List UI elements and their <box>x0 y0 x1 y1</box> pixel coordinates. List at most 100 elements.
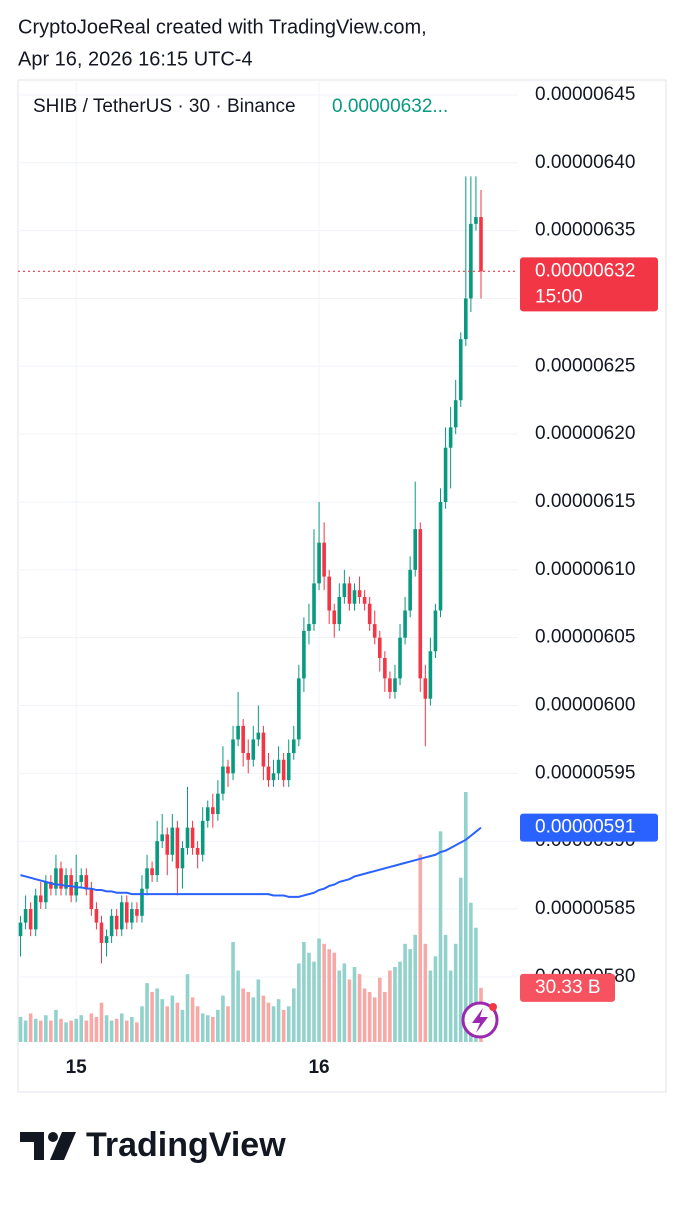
volume-bar <box>205 1015 210 1042</box>
volume-bar <box>418 854 423 1042</box>
candle-body <box>114 915 119 930</box>
candle-body <box>124 902 129 923</box>
candle-body <box>286 752 291 781</box>
candle-body <box>180 847 185 869</box>
volume-bar <box>332 952 337 1042</box>
candle-body <box>135 909 139 916</box>
candle-body <box>261 732 266 767</box>
volume-bar <box>64 1022 68 1042</box>
volume-bar <box>130 1017 134 1042</box>
candle-layer <box>18 176 483 964</box>
y-tick-label: 0.00000620 <box>535 423 635 444</box>
volume-bar <box>44 1015 48 1042</box>
candle-body <box>94 909 99 923</box>
brand-name: TradingView <box>86 1126 286 1164</box>
volume-bar <box>322 943 326 1042</box>
header-line: Apr 16, 2026 16:15 UTC-4 <box>18 48 253 70</box>
candle-body <box>423 678 428 699</box>
volume-bar <box>302 942 306 1042</box>
candle-body <box>79 875 84 882</box>
volume-bar <box>297 963 301 1042</box>
volume-bar <box>458 877 463 1042</box>
candle-body <box>317 542 321 584</box>
candle-body <box>150 868 154 876</box>
candle-body <box>393 678 397 692</box>
candle-body <box>18 922 23 937</box>
volume-bar <box>433 956 438 1042</box>
overlay-layer: 0.00000632 15:00 0.00000591 30.33 B <box>18 257 658 1002</box>
candle-body <box>251 739 256 760</box>
candle-body <box>448 427 453 448</box>
volume-bar <box>474 927 478 1042</box>
volume-bar <box>347 979 352 1042</box>
candle-body <box>145 868 149 889</box>
candle-body <box>99 922 104 943</box>
candle-body <box>54 868 58 889</box>
volume-bar <box>246 992 251 1042</box>
candle-body <box>372 624 377 638</box>
candle-body <box>428 651 433 699</box>
candle-body <box>352 590 357 604</box>
volume-bar <box>443 934 448 1042</box>
volume-bar <box>150 992 154 1042</box>
volume-bar <box>84 1020 89 1042</box>
candle-body <box>190 827 195 848</box>
candle-body <box>84 875 89 889</box>
candle-body <box>383 658 387 679</box>
volume-bar <box>286 1006 291 1042</box>
candle-body <box>160 834 165 842</box>
candle-body <box>23 909 28 923</box>
candle-body <box>302 630 306 679</box>
volume-bar <box>403 943 407 1042</box>
volume-bar <box>367 992 372 1042</box>
volume-bar <box>291 988 296 1042</box>
candle-body <box>362 596 367 604</box>
volume-bar <box>104 1015 109 1042</box>
y-tick-label: 0.00000625 <box>535 355 635 376</box>
candle-body <box>413 529 418 570</box>
candle-body <box>458 339 463 401</box>
candle-body <box>281 759 286 781</box>
y-tick-label: 0.00000635 <box>535 220 635 241</box>
volume-bar <box>362 988 367 1042</box>
candle-body <box>185 827 190 848</box>
volume-bar <box>266 1002 271 1042</box>
candle-body <box>205 807 210 821</box>
candle-body <box>479 217 483 272</box>
volume-bar <box>135 1022 139 1042</box>
volume-bar <box>281 1009 286 1042</box>
candle-body <box>322 542 326 577</box>
ma-value-label: 0.00000591 <box>535 817 635 838</box>
volume-bar <box>231 942 235 1042</box>
volume-bar <box>124 1020 129 1042</box>
candle-body <box>165 834 170 855</box>
candle-body <box>312 583 316 625</box>
volume-bar <box>438 831 443 1042</box>
y-tick-label: 0.00000585 <box>535 898 635 919</box>
candle-body <box>271 773 276 781</box>
volume-bar <box>38 1020 43 1042</box>
volume-bar <box>428 970 433 1042</box>
price-axis: 0.000006450.000006400.000006350.00000630… <box>66 84 636 1078</box>
volume-bar <box>74 1018 78 1042</box>
candle-body <box>342 583 347 597</box>
volume-bar <box>18 1017 23 1042</box>
candle-body <box>474 217 478 224</box>
volume-bar <box>99 1002 104 1042</box>
candle-body <box>89 888 94 910</box>
candle-body <box>464 298 468 340</box>
volume-bar <box>200 1013 205 1042</box>
candle-body <box>28 909 33 930</box>
candle-body <box>377 637 382 659</box>
candle-body <box>155 841 159 876</box>
candle-body <box>195 847 200 855</box>
candle-body <box>175 827 180 869</box>
lightning-icon <box>461 1001 499 1039</box>
volume-bar <box>357 974 362 1042</box>
candle-body <box>226 766 230 774</box>
volume-bar <box>226 1006 230 1042</box>
volume-bar <box>211 1017 215 1042</box>
volume-bar <box>23 1020 28 1042</box>
volume-bar <box>317 938 321 1042</box>
